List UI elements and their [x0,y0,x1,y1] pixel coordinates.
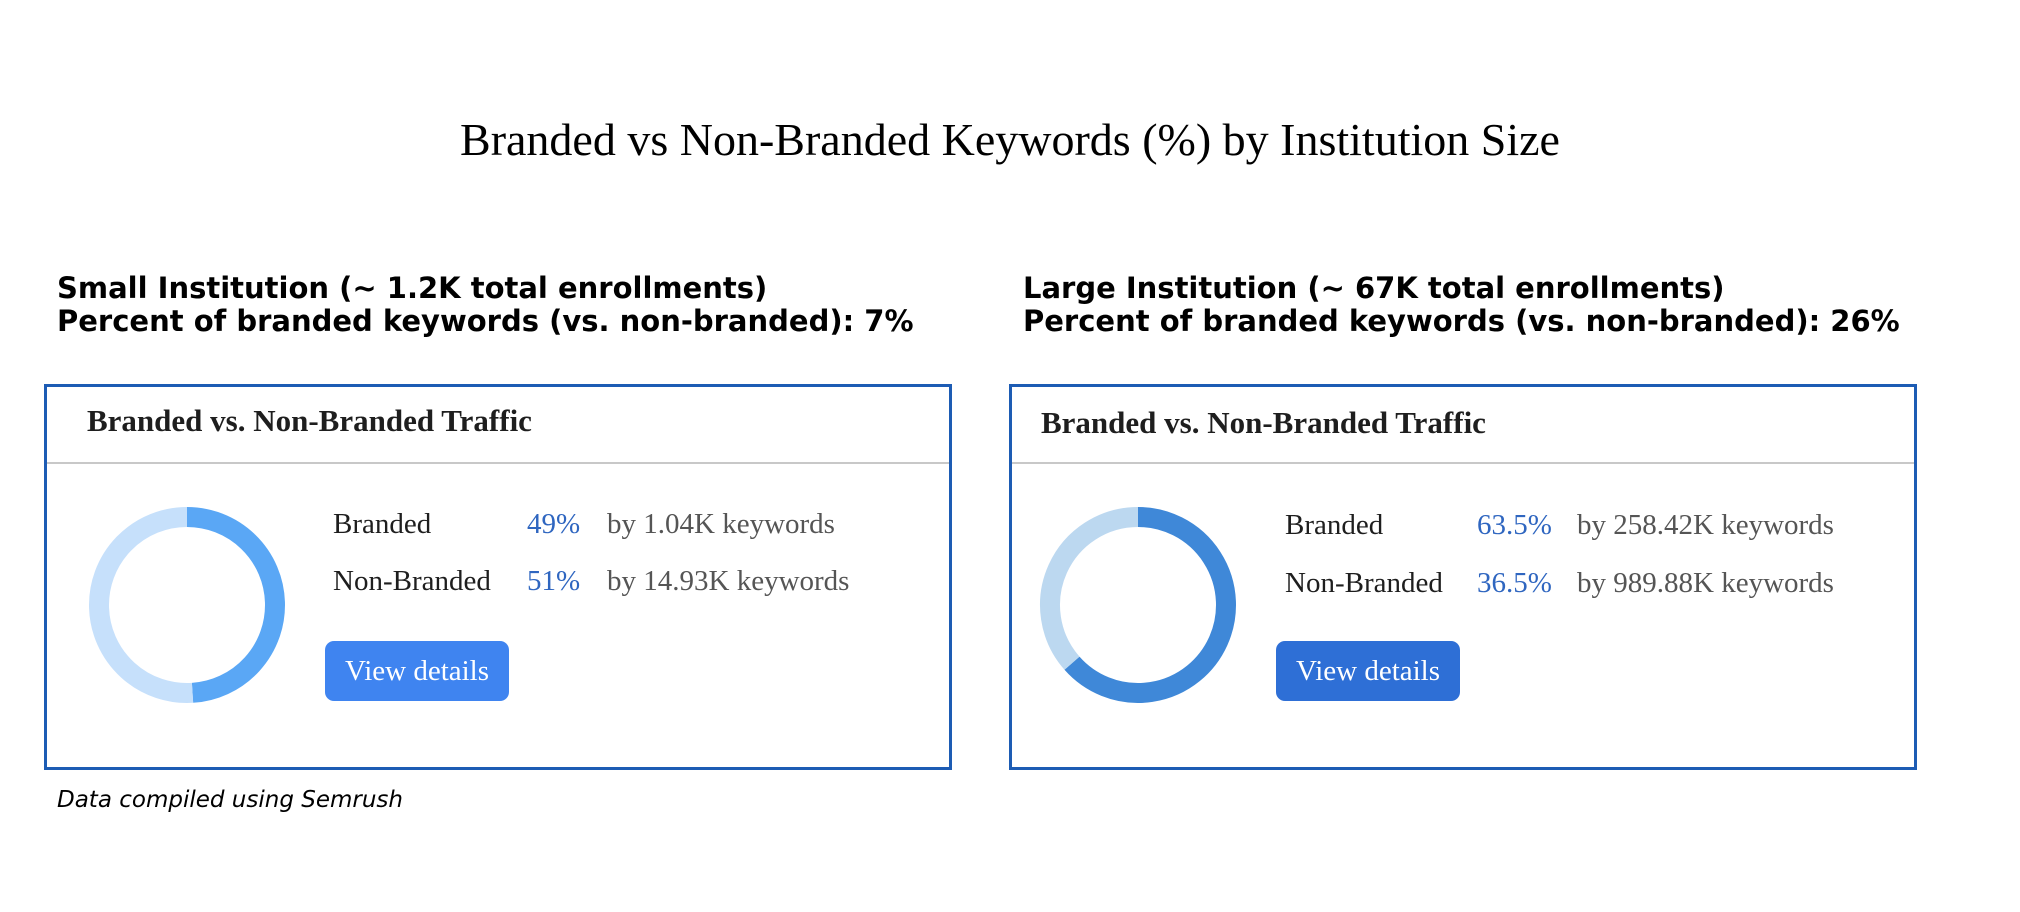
legend-keywords: by 1.04K keywords [607,508,835,540]
legend-label: Non-Branded [1285,567,1443,599]
card-header: Branded vs. Non-Branded Traffic [1012,387,1914,464]
donut-slice-nonbranded [89,507,194,703]
panel-heading-large: Large Institution (~ 67K total enrollmen… [1023,272,1900,338]
donut-slice-nonbranded [1040,507,1139,670]
panel-heading-line1: Large Institution (~ 67K total enrollmen… [1023,271,1725,305]
panel-heading-small: Small Institution (~ 1.2K total enrollme… [57,272,914,338]
legend-keywords: by 989.88K keywords [1577,567,1834,599]
donut-slice-branded [1064,507,1236,703]
donut-slice-branded [186,507,285,703]
card-title: Branded vs. Non-Branded Traffic [87,403,532,438]
traffic-card-small: Branded vs. Non-Branded Traffic Branded … [44,384,952,770]
legend-keywords: by 258.42K keywords [1577,509,1834,541]
panel-heading-line2: Percent of branded keywords (vs. non-bra… [1023,304,1900,338]
legend-percent: 63.5% [1477,509,1552,541]
view-details-button[interactable]: View details [1276,641,1461,701]
donut-chart-small [89,507,285,703]
legend-percent: 36.5% [1477,567,1552,599]
legend-keywords: by 14.93K keywords [607,565,850,597]
legend-label: Branded [333,508,432,540]
view-details-button[interactable]: View details [325,641,510,701]
card-title: Branded vs. Non-Branded Traffic [1041,405,1486,440]
legend-percent: 51% [527,565,581,597]
legend-percent: 49% [527,508,581,540]
donut-chart-large [1040,507,1236,703]
card-header: Branded vs. Non-Branded Traffic [47,387,949,464]
legend-label: Branded [1285,509,1384,541]
panel-heading-line2: Percent of branded keywords (vs. non-bra… [57,304,914,338]
legend-label: Non-Branded [333,565,491,597]
traffic-card-large: Branded vs. Non-Branded Traffic Branded … [1009,384,1917,770]
panel-heading-line1: Small Institution (~ 1.2K total enrollme… [57,271,768,305]
page-title: Branded vs Non-Branded Keywords (%) by I… [460,114,1560,165]
footnote: Data compiled using Semrush [57,787,403,813]
